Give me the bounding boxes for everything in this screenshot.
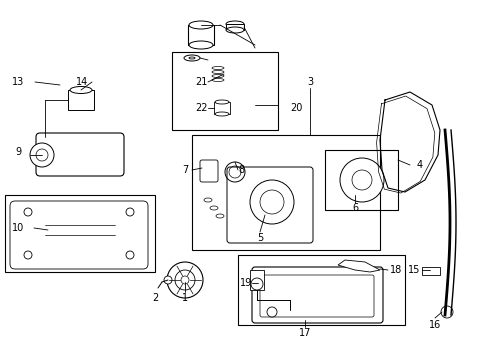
Text: 19: 19 (239, 278, 251, 288)
Circle shape (30, 143, 54, 167)
Bar (325, 150, 397, 210)
Text: 17: 17 (298, 328, 310, 338)
Ellipse shape (225, 27, 244, 33)
Text: 7: 7 (182, 165, 187, 175)
Text: 3: 3 (306, 77, 312, 87)
Circle shape (250, 278, 263, 290)
Ellipse shape (183, 55, 200, 61)
Ellipse shape (209, 206, 218, 210)
Text: 8: 8 (238, 165, 244, 175)
Ellipse shape (70, 86, 92, 94)
Bar (187, 25, 214, 45)
Ellipse shape (212, 78, 224, 81)
Circle shape (24, 208, 32, 216)
Circle shape (228, 166, 241, 178)
Bar (225, 24, 244, 30)
Circle shape (249, 180, 293, 224)
Circle shape (175, 270, 195, 290)
Ellipse shape (212, 67, 224, 69)
Bar (192, 135, 379, 250)
Ellipse shape (212, 75, 224, 77)
Text: 6: 6 (351, 203, 357, 213)
Text: 16: 16 (428, 320, 440, 330)
Circle shape (351, 170, 371, 190)
Bar (5, 195, 155, 272)
Text: 14: 14 (76, 77, 88, 87)
Text: 21: 21 (195, 77, 207, 87)
Bar (214, 102, 229, 114)
Ellipse shape (212, 71, 224, 73)
Text: 2: 2 (152, 293, 158, 303)
Circle shape (126, 251, 134, 259)
Text: 4: 4 (416, 160, 422, 170)
Circle shape (266, 307, 276, 317)
Ellipse shape (189, 41, 213, 49)
Text: 15: 15 (407, 265, 419, 275)
Circle shape (181, 276, 189, 284)
Bar (238, 255, 404, 325)
Text: 22: 22 (195, 103, 207, 113)
Text: 10: 10 (12, 223, 24, 233)
Ellipse shape (215, 112, 228, 116)
Ellipse shape (189, 21, 213, 29)
Text: 18: 18 (389, 265, 402, 275)
Circle shape (339, 158, 383, 202)
Ellipse shape (189, 57, 195, 59)
Text: 20: 20 (289, 103, 302, 113)
Circle shape (126, 208, 134, 216)
Circle shape (440, 306, 452, 318)
Polygon shape (337, 260, 379, 272)
Circle shape (24, 251, 32, 259)
Bar (68, 90, 94, 110)
Ellipse shape (203, 198, 212, 202)
Ellipse shape (215, 100, 228, 104)
Text: 9: 9 (15, 147, 21, 157)
Ellipse shape (225, 21, 244, 27)
Circle shape (167, 262, 203, 298)
Circle shape (260, 190, 284, 214)
Bar (421, 267, 439, 275)
Bar (249, 270, 264, 290)
Ellipse shape (216, 214, 224, 218)
Circle shape (36, 149, 48, 161)
Circle shape (224, 162, 244, 182)
Circle shape (163, 276, 172, 284)
Text: 13: 13 (12, 77, 24, 87)
Text: 5: 5 (256, 233, 263, 243)
Bar (172, 52, 278, 130)
Text: 1: 1 (182, 293, 188, 303)
